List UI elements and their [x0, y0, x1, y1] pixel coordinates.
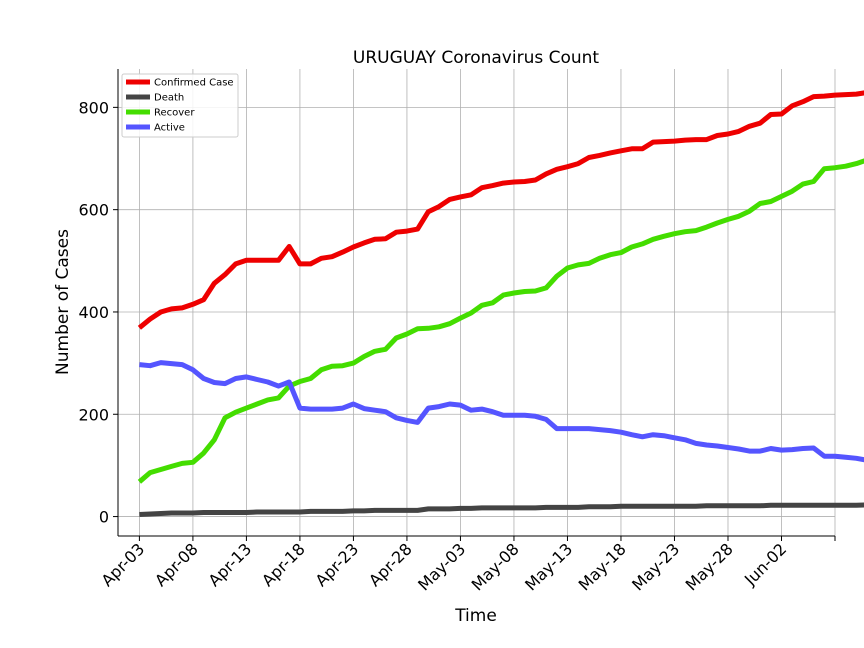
legend-box [121, 73, 239, 138]
x-tick-label: Jun-02 [740, 539, 790, 589]
x-tick-label: May-28 [682, 539, 737, 594]
x-tick-label: Apr-13 [204, 539, 255, 590]
x-tick-label: Apr-23 [311, 539, 362, 590]
y-axis-label: Number of Cases [53, 229, 73, 375]
y-ticks: 0 200 400 600 800 [78, 98, 118, 527]
x-tick-label: May-23 [628, 539, 683, 594]
legend: Confirmed Case Death Recover Active [121, 73, 239, 138]
legend-label-recover: Recover [154, 108, 195, 119]
legend-label-active: Active [154, 123, 185, 134]
series-line-confirmed-case [137, 90, 864, 330]
y-tick-label: 400 [78, 303, 109, 322]
y-tick-label: 200 [78, 405, 109, 424]
y-tick-label: 800 [78, 98, 109, 117]
x-tick-label: Apr-08 [151, 539, 202, 590]
x-tick-label: Apr-28 [365, 539, 416, 590]
x-tick-label: May-18 [575, 539, 630, 594]
x-tick-label: May-03 [414, 539, 469, 594]
y-tick-label: 0 [99, 508, 109, 527]
x-ticks: Apr-03 Apr-08 Apr-13 Apr-18 Apr-23 Apr-28May-… [97, 536, 836, 595]
legend-label-confirmed-case: Confirmed Case [154, 78, 234, 89]
y-tick-label: 600 [78, 201, 109, 220]
series-line-active [139, 360, 864, 463]
x-tick-label: May-13 [521, 539, 576, 594]
grid [118, 69, 836, 536]
series-line-recover [137, 158, 864, 484]
x-tick-label: May-08 [468, 539, 523, 594]
x-axis-label: Time [454, 606, 497, 626]
x-tick-label: Apr-03 [97, 539, 148, 590]
x-tick-label: Apr-18 [258, 539, 309, 590]
chart-title: URUGUAY Coronavirus Count [353, 48, 600, 68]
series-layer [137, 90, 864, 517]
series-line-death [139, 502, 864, 517]
axes [117, 69, 835, 537]
legend-label-death: Death [154, 93, 184, 104]
